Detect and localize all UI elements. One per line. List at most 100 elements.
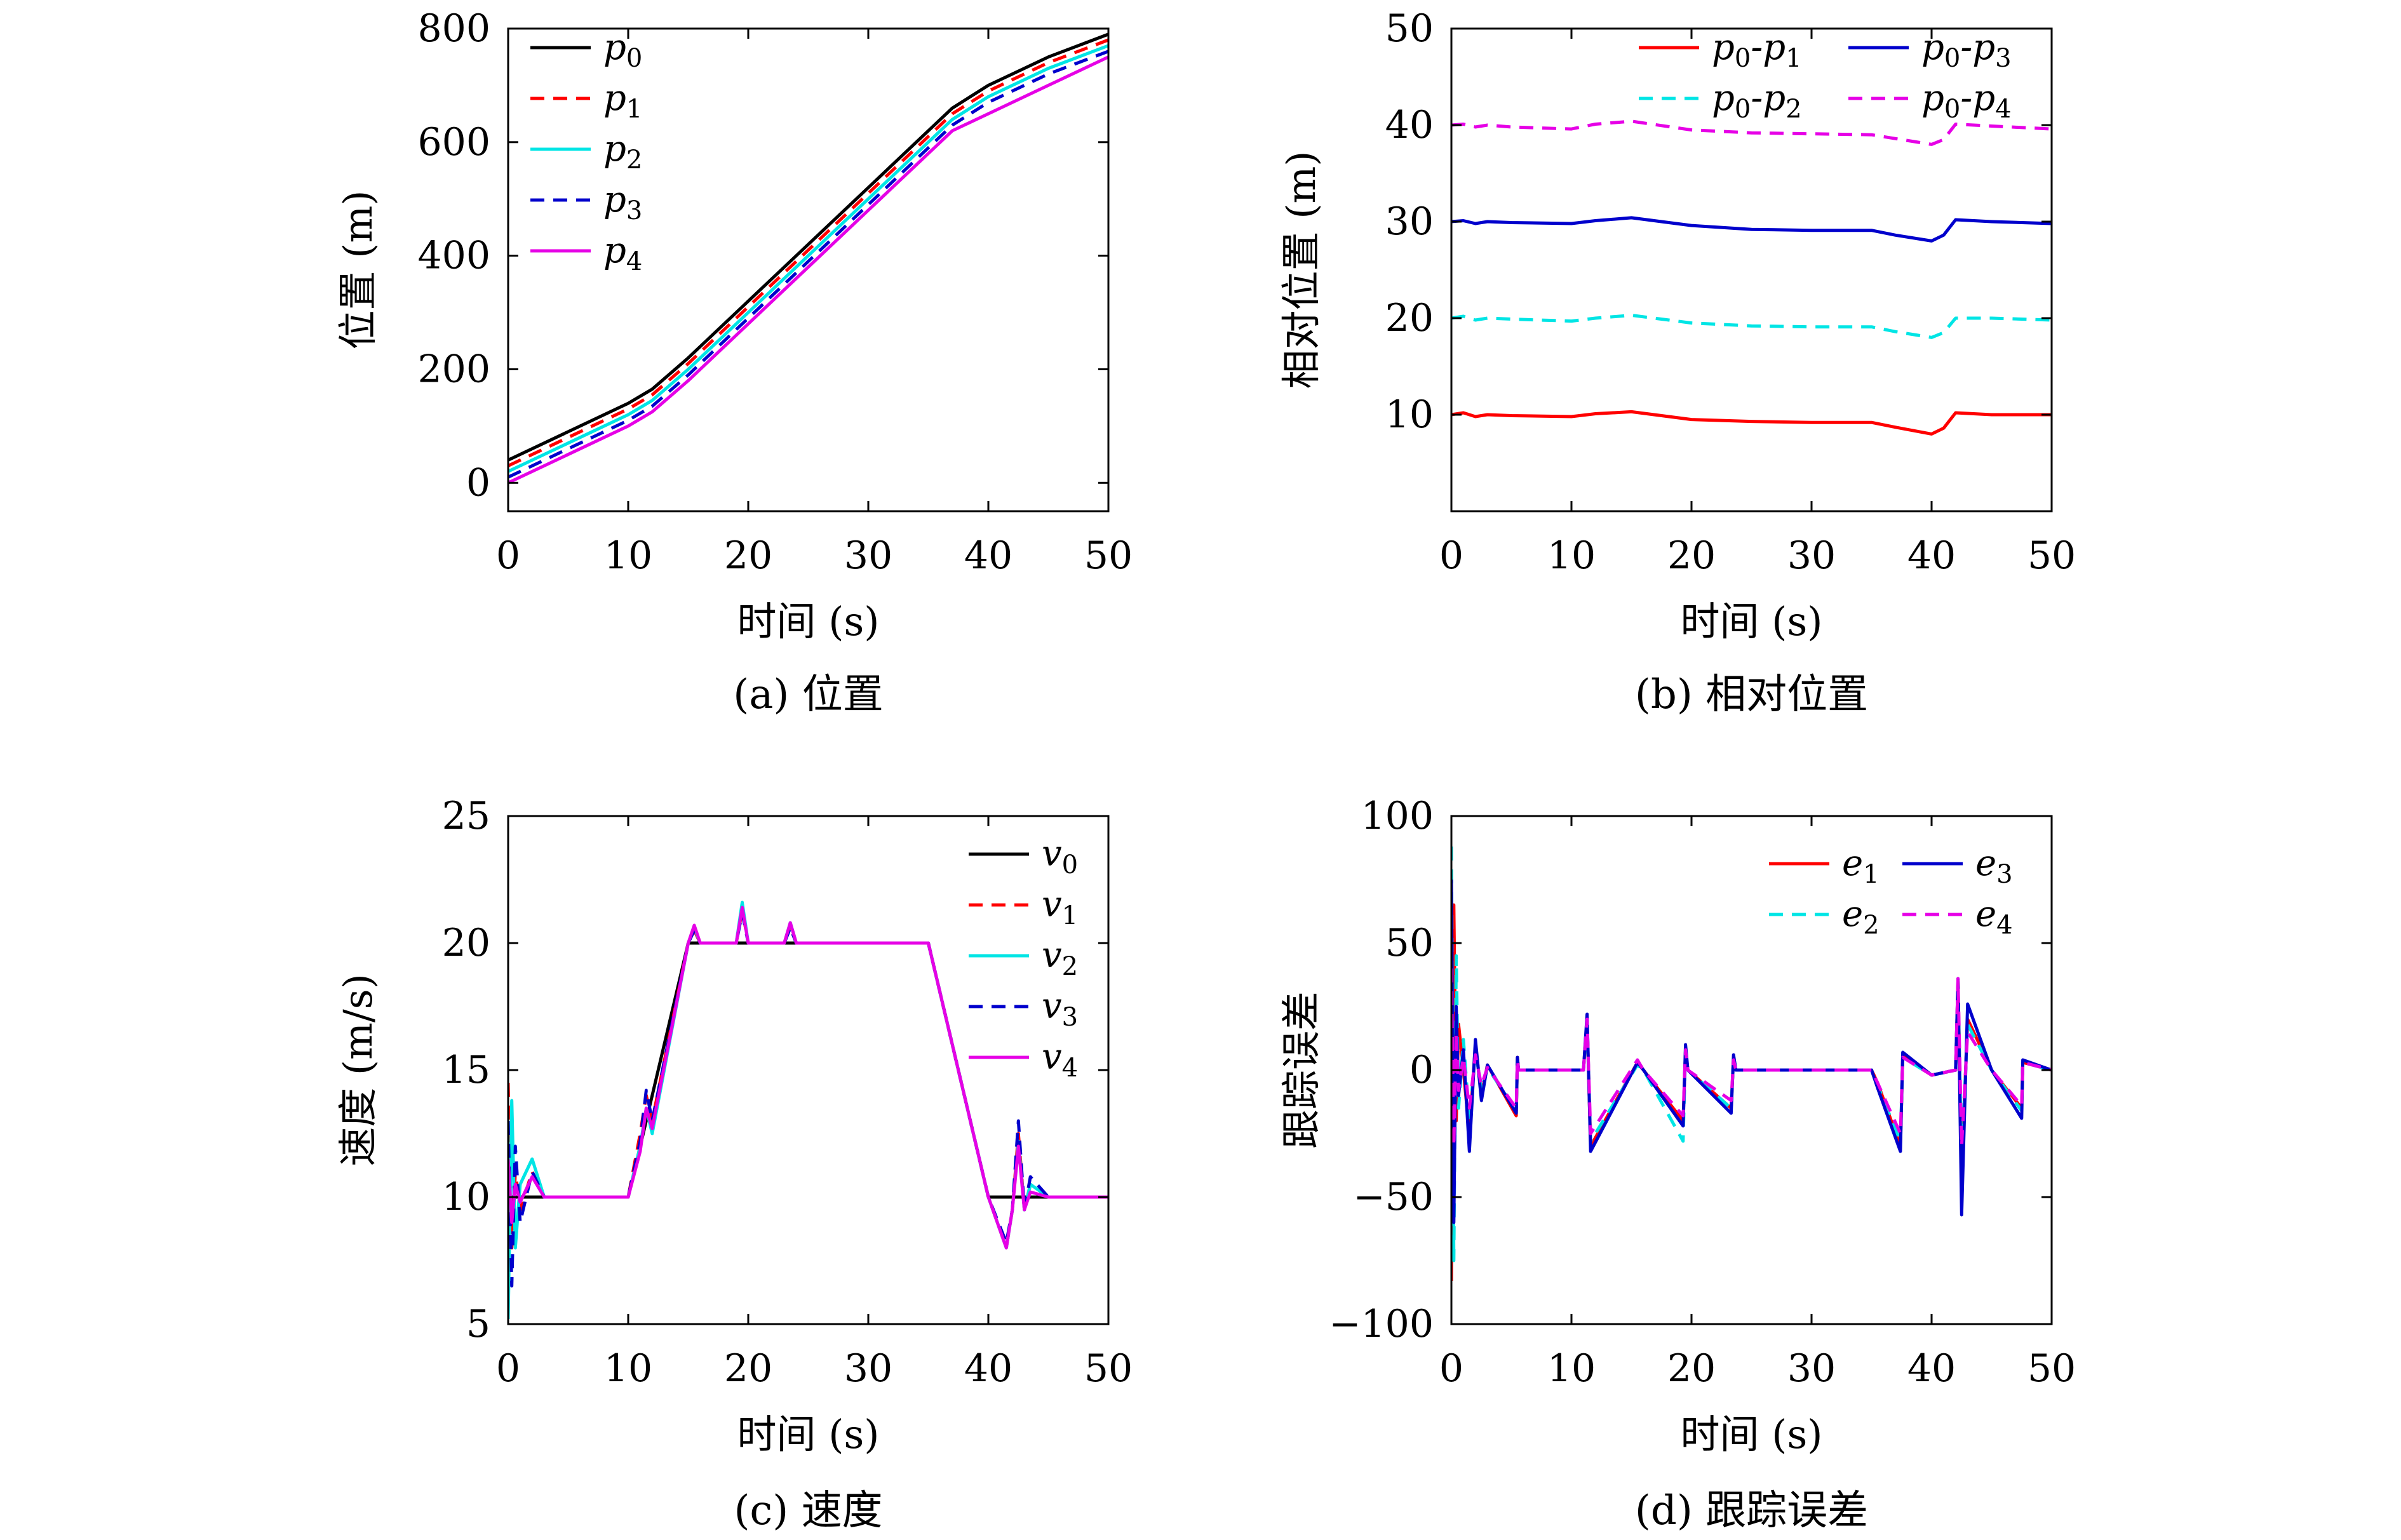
panel-d: 0 10 20 30 40 50 −100 −50 0 50 100 时间 (s) 跟踪误差 (d) 跟踪…	[1278, 794, 2076, 1534]
x-tick-label: 40	[964, 533, 1012, 578]
y-tick-label: 15	[442, 1048, 490, 1092]
x-tick-label: 0	[1439, 533, 1463, 578]
y-tick-label: 10	[442, 1175, 490, 1219]
x-tick-label: 30	[1787, 533, 1836, 578]
x-tick-label: 20	[1667, 533, 1716, 578]
legend-label-p3: p3	[603, 179, 642, 225]
legend-label-p0-p4: p0-p4	[1921, 77, 2012, 124]
legend-label-e2: e2	[1842, 894, 1880, 940]
x-tick-label: 0	[496, 1346, 520, 1391]
y-tick-label: 40	[1385, 103, 1434, 147]
series-line-v4	[508, 906, 1108, 1250]
panel-caption: (c) 速度	[734, 1487, 882, 1534]
y-tick-label: 50	[1385, 6, 1434, 51]
legend-label-p0: p0	[603, 27, 642, 73]
x-tick-label: 10	[604, 1346, 652, 1391]
series-group	[508, 901, 1108, 1320]
x-tick-label: 20	[724, 1346, 772, 1391]
legend-label-p0-p3: p0-p3	[1921, 27, 2012, 73]
x-tick-label: 30	[1787, 1346, 1836, 1391]
series-line-p0-p4	[1451, 119, 2052, 146]
y-tick-label: 800	[417, 6, 490, 51]
legend: e1 e2 e3 e4	[1769, 843, 2013, 940]
x-axis-label: 时间 (s)	[737, 1411, 880, 1457]
legend-label-p0-p1: p0-p1	[1712, 27, 1802, 73]
series-line-v3	[508, 911, 1108, 1288]
x-tick-label: 20	[724, 533, 772, 578]
x-tick-label: 50	[2028, 533, 2076, 578]
legend-label-v0: v0	[1042, 833, 1078, 880]
y-tick-label: −100	[1329, 1302, 1434, 1346]
x-tick-label: 40	[1907, 533, 1956, 578]
legend-label-e4: e4	[1975, 894, 2013, 940]
panel-caption: (a) 位置	[733, 671, 883, 718]
plot-frame	[507, 815, 1110, 1325]
x-axis-label: 时间 (s)	[1681, 598, 1823, 645]
series-group	[1451, 119, 2052, 436]
x-tick-label: 10	[1547, 533, 1596, 578]
y-tick-label: 600	[417, 120, 490, 164]
series-line-p2	[508, 44, 1108, 473]
series-line-p1	[508, 38, 1108, 467]
series-line-p3	[508, 50, 1108, 479]
series-line-p0-p1	[1451, 410, 2052, 436]
y-axis-label: 速度 (m/s)	[335, 974, 381, 1167]
x-tick-label: 20	[1667, 1346, 1716, 1391]
y-axis-label: 跟踪误差	[1278, 991, 1324, 1149]
panel-caption: (b) 相对位置	[1635, 671, 1868, 718]
legend-label-p4: p4	[603, 230, 642, 276]
y-tick-label: 20	[442, 921, 490, 965]
legend-label-e1: e1	[1842, 843, 1880, 889]
x-axis-label: 时间 (s)	[737, 598, 880, 645]
y-tick-label: 400	[417, 234, 490, 278]
x-tick-label: 50	[1084, 1346, 1133, 1391]
y-tick-label: 0	[466, 460, 490, 505]
legend-label-v1: v1	[1042, 884, 1078, 930]
x-tick-label: 10	[1547, 1346, 1596, 1391]
series-group	[1451, 846, 2052, 1282]
series-line-e4	[1451, 968, 2052, 1148]
plot-frame	[507, 27, 1110, 512]
y-tick-label: 0	[1409, 1048, 1434, 1092]
y-tick-label: 5	[466, 1302, 490, 1346]
y-tick-label: −50	[1353, 1175, 1434, 1219]
y-tick-label: 200	[417, 347, 490, 391]
x-tick-label: 40	[964, 1346, 1012, 1391]
panel-a: 0 10 20 30 40 50 0 200 400 600 800 时间 (s) 位置 (m) (a) …	[335, 6, 1133, 718]
x-tick-label: 50	[2028, 1346, 2076, 1391]
legend-label-v4: v4	[1042, 1036, 1078, 1083]
legend-label-v3: v3	[1042, 986, 1078, 1032]
panel-c: 0 10 20 30 40 50 5 10 15 20 25 时间 (s) 速度 (m/s) (c) 速度…	[335, 794, 1133, 1534]
y-axis-label: 位置 (m)	[335, 191, 381, 350]
y-tick-label: 10	[1385, 392, 1434, 437]
x-tick-label: 0	[496, 533, 520, 578]
plot-frame	[1450, 27, 2053, 512]
y-tick-label: 50	[1385, 921, 1434, 965]
y-tick-label: 25	[442, 794, 490, 838]
y-tick-label: 20	[1385, 296, 1434, 340]
x-tick-label: 30	[844, 1346, 892, 1391]
series-line-p0-p3	[1451, 216, 2052, 243]
legend-label-p0-p2: p0-p2	[1712, 77, 1802, 124]
legend-label-p2: p2	[603, 128, 642, 175]
y-tick-label: 30	[1385, 199, 1434, 244]
y-tick-label: 100	[1361, 794, 1434, 838]
y-axis-label: 相对位置 (m)	[1278, 151, 1324, 389]
series-line-p0	[508, 32, 1108, 462]
legend-label-p1: p1	[603, 77, 642, 124]
x-tick-label: 50	[1084, 533, 1133, 578]
x-tick-label: 30	[844, 533, 892, 578]
series-line-p4	[508, 55, 1108, 485]
panel-b: 0 10 20 30 40 50 10 20 30 40 50 时间 (s) 相对位置 (m) (b) 相…	[1278, 6, 2076, 718]
series-line-e3	[1451, 879, 2052, 1224]
x-tick-label: 40	[1907, 1346, 1956, 1391]
panel-caption: (d) 跟踪误差	[1635, 1487, 1868, 1534]
series-line-v2	[508, 901, 1108, 1320]
legend-label-v2: v2	[1042, 935, 1078, 981]
series-group	[508, 32, 1108, 485]
x-tick-label: 0	[1439, 1346, 1463, 1391]
